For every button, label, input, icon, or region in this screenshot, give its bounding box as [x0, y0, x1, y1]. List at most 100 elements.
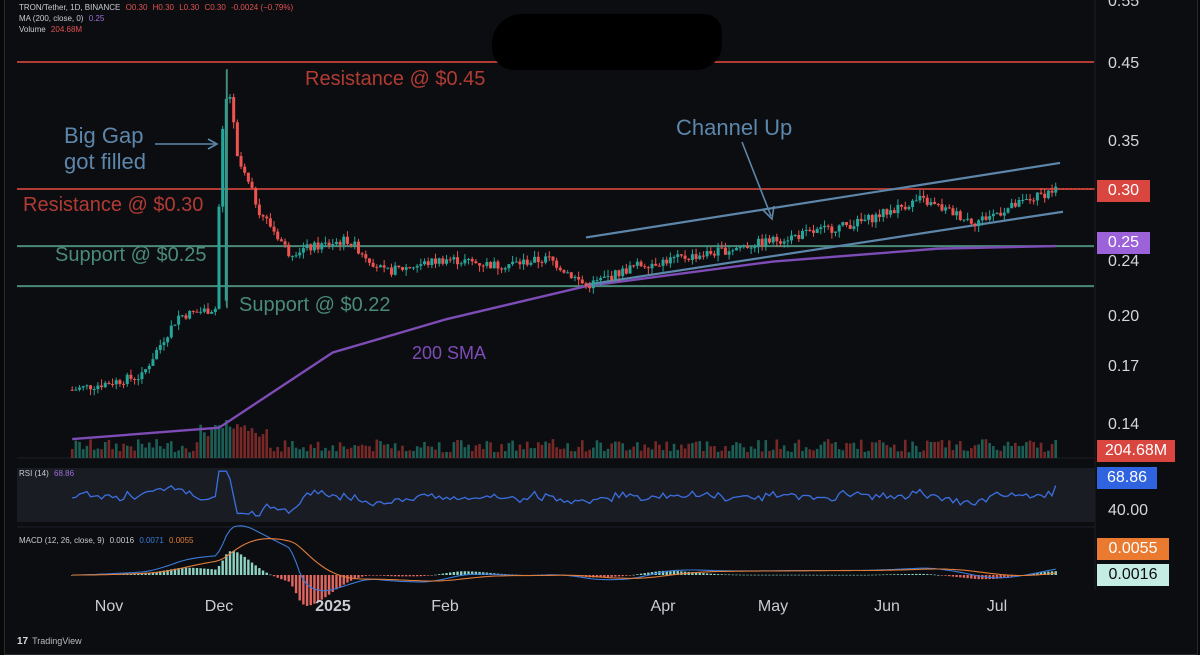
macd-histogram-bar: [386, 575, 390, 577]
candle-body: [272, 226, 276, 232]
volume-bar: [577, 446, 580, 458]
chart-canvas[interactable]: [5, 0, 1199, 655]
tradingview-logo[interactable]: 17 TradingView: [17, 636, 82, 647]
price-change: -0.0024 (−0.79%): [231, 3, 294, 12]
candle-body: [797, 234, 801, 239]
macd-histogram-bar: [221, 560, 224, 575]
volume-bar: [210, 429, 213, 458]
volume-bar: [1003, 445, 1006, 458]
macd-line: [72, 525, 1056, 592]
volume-bar: [456, 439, 459, 458]
volume-bar: [1043, 451, 1047, 458]
channel-arrow: [741, 141, 772, 217]
candle-body: [367, 258, 371, 263]
candle-body: [852, 226, 856, 229]
legend-volume[interactable]: Volume 204.68M: [19, 25, 85, 34]
volume-bar: [595, 440, 599, 458]
volume-bar: [1036, 447, 1039, 458]
candle-body: [85, 385, 89, 387]
volume-bar: [698, 441, 702, 458]
volume-bar: [625, 450, 628, 458]
candle-body: [591, 280, 595, 289]
macd-histogram-bar: [775, 574, 779, 576]
candle-body: [415, 265, 419, 268]
candle-body: [360, 253, 364, 255]
candle-body: [268, 218, 272, 227]
candle-body: [749, 247, 753, 249]
volume-bar: [661, 450, 665, 458]
macd-histogram-bar: [1010, 575, 1013, 577]
legend-rsi[interactable]: RSI (14) 68.86: [19, 469, 77, 478]
macd-histogram-bar: [782, 574, 786, 576]
redaction-blot: [492, 14, 722, 70]
macd-histogram-bar: [948, 575, 951, 577]
macd-histogram-bar: [779, 574, 782, 576]
macd-label: MACD (12, 26, close, 9): [19, 536, 105, 545]
macd-histogram-bar: [797, 574, 801, 576]
macd-histogram-bar: [346, 575, 349, 583]
volume-bar: [966, 450, 969, 458]
macd-histogram-bar: [452, 572, 456, 575]
volume-bar: [775, 439, 779, 458]
candle-body: [848, 225, 852, 229]
candle-body: [445, 259, 449, 264]
volume-bar: [426, 446, 430, 458]
candle-body: [738, 247, 742, 249]
chart-window: TRON/Tether, 1D, BINANCE O0.30 H0.30 L0.…: [4, 0, 1198, 655]
macd-histogram-bar: [254, 565, 257, 575]
legend-ma[interactable]: MA (200, close, 0) 0.25: [19, 14, 107, 23]
macd-histogram-bar: [801, 574, 804, 576]
volume-bar: [481, 449, 485, 458]
volume-bar: [647, 447, 650, 458]
macd-histogram-bar: [970, 575, 973, 579]
volume-bar: [808, 449, 812, 458]
candle-body: [239, 156, 243, 167]
candle-body: [107, 382, 111, 385]
volume-bar: [944, 447, 947, 458]
macd-histogram-bar: [474, 571, 478, 575]
volume-bar: [804, 447, 808, 458]
legend-macd[interactable]: MACD (12, 26, close, 9) 0.0016 0.0071 0.…: [19, 536, 196, 545]
macd-histogram-bar: [992, 575, 995, 579]
candle-body: [151, 359, 155, 366]
price-tag-macd-signal: 0.0055: [1097, 538, 1169, 560]
candle-body: [731, 250, 735, 252]
candle-body: [1006, 208, 1010, 213]
macd-histogram-bar: [749, 574, 753, 576]
candle-body: [555, 260, 559, 268]
candle-body: [103, 382, 107, 388]
macd-histogram-bar: [437, 574, 441, 575]
volume-bar: [514, 450, 518, 458]
volume-bar: [959, 441, 962, 458]
candle-body: [371, 262, 375, 267]
macd-histogram-bar: [269, 574, 272, 576]
macd-histogram-bar: [298, 575, 301, 601]
volume-bar: [1025, 442, 1028, 458]
macd-histogram-bar: [771, 574, 775, 576]
volume-bar: [96, 448, 100, 458]
macd-histogram-bar: [672, 570, 676, 575]
candle-body: [254, 187, 258, 205]
candle-body: [100, 385, 104, 388]
candle-body: [1054, 186, 1058, 193]
volume-bar: [125, 445, 129, 458]
volume-bar: [269, 447, 272, 458]
volume-bar: [819, 444, 823, 458]
volume-bar: [914, 445, 918, 458]
candle-body: [364, 254, 368, 259]
volume-bar: [379, 441, 382, 458]
macd-histogram-bar: [889, 574, 892, 575]
macd-histogram-bar: [382, 575, 386, 576]
candle-body: [92, 389, 96, 391]
volume-bar: [988, 442, 991, 458]
macd-histogram-bar: [173, 568, 177, 575]
volume-bar: [173, 452, 177, 458]
candle-body: [290, 256, 294, 258]
candle-body: [334, 241, 338, 245]
volume-bar: [705, 441, 709, 458]
x-axis-label: 2025: [315, 598, 351, 615]
volume-bar: [918, 452, 922, 458]
candle-body: [301, 248, 305, 253]
volume-bar: [192, 450, 195, 458]
legend-main[interactable]: TRON/Tether, 1D, BINANCE O0.30 H0.30 L0.…: [19, 3, 296, 12]
